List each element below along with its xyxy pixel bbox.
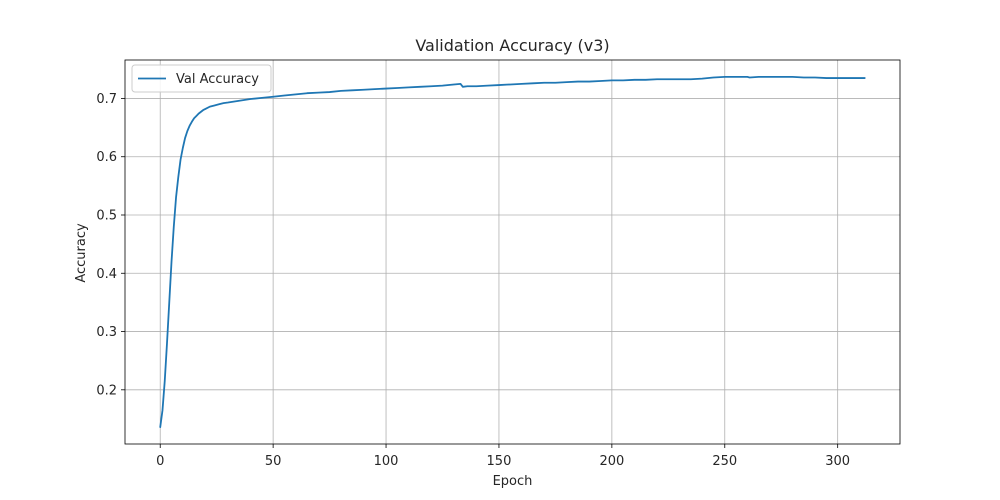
x-tick-label: 100 (374, 454, 399, 469)
y-tick-label: 0.3 (96, 325, 117, 340)
x-tick-label: 150 (487, 454, 512, 469)
chart-title: Validation Accuracy (v3) (415, 36, 609, 55)
y-tick-label: 0.4 (96, 267, 117, 282)
series-line-val-accuracy (159, 76, 866, 429)
x-axis-label: Epoch (493, 474, 533, 489)
y-tick-label: 0.6 (96, 150, 117, 165)
x-tick-label: 50 (265, 454, 282, 469)
legend-label-val-accuracy: Val Accuracy (176, 72, 259, 87)
legend-box (131, 64, 272, 93)
x-tick-label: 0 (156, 454, 164, 469)
y-axis-label: Accuracy (74, 223, 89, 283)
series-layer (159, 76, 866, 429)
y-tick-label: 0.2 (96, 383, 117, 398)
y-tick-label: 0.5 (96, 208, 117, 223)
grid (125, 60, 900, 444)
x-tick-label: 200 (599, 454, 624, 469)
y-tick-label: 0.7 (96, 92, 117, 107)
plot-frame (124, 59, 901, 445)
legend: Val Accuracy (131, 64, 272, 93)
x-tick-label: 250 (712, 454, 737, 469)
x-tick-label: 300 (825, 454, 850, 469)
axes: 0 50 100 150 200 250 300 0.2 0.3 0.4 0.5 0.6 0.7 (96, 59, 901, 469)
